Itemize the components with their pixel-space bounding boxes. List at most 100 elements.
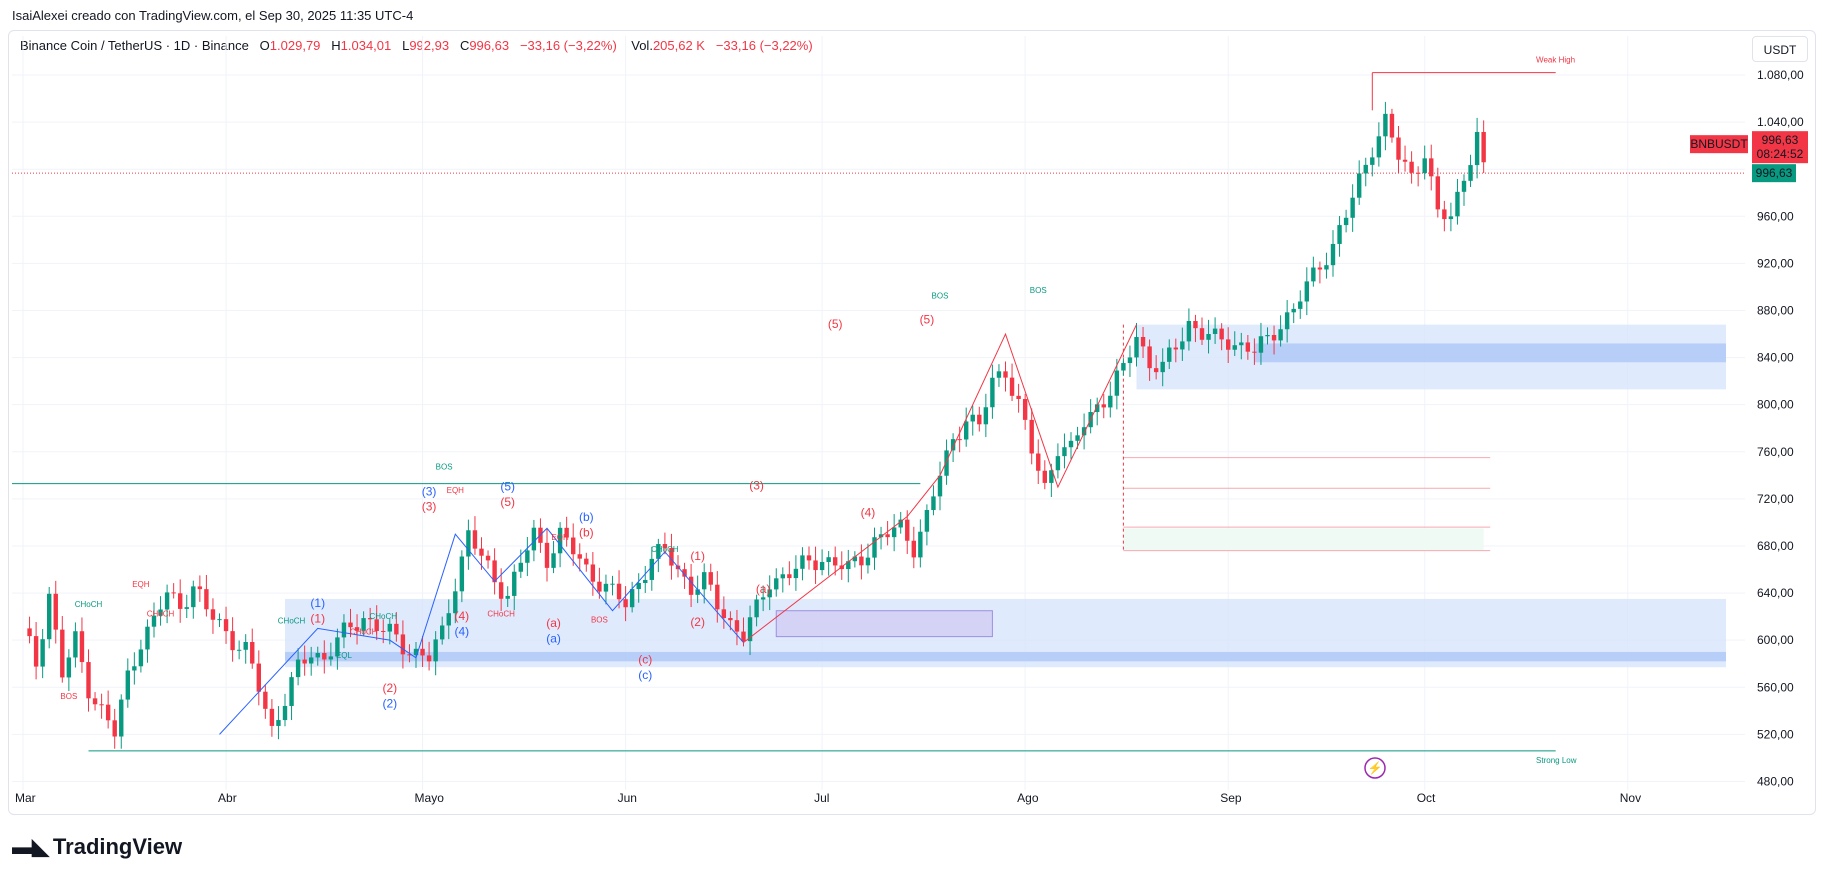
symbol-tag-text: BNBUSDT [1690,137,1748,151]
candle-body [1330,243,1336,266]
low-label: L [402,38,410,53]
candle-body [636,582,641,590]
candle-body [787,574,792,579]
wave-label-4b: (4) [861,506,876,520]
candle-body [1127,357,1133,364]
candle-body [433,639,438,662]
candle-body [66,657,72,678]
candle-body [970,414,975,422]
candle-body [1219,328,1224,340]
candle-body [309,657,314,664]
price-tag-live-text: 996,63 [1762,133,1799,147]
candle-body [708,572,713,585]
candle-body [872,537,877,558]
candle-body [1101,404,1106,408]
choch-label: CHoCH [75,600,103,609]
candle-body [407,654,412,656]
wave-label-5-red: (5) [500,495,515,509]
wave-label-1b: (1) [690,549,705,563]
candle-body [1003,371,1008,378]
candle-body [1180,341,1185,350]
candle-body [413,648,419,656]
close-value: 996,63 [469,38,510,53]
candle-body [616,583,622,600]
wave-label-2-red: (2) [382,681,397,695]
candle-body [361,618,366,631]
open-label: O [259,38,270,53]
x-tick-label: Abr [218,791,237,805]
candle-body [1147,346,1152,369]
candle-body [1009,377,1015,396]
candle-body [833,557,838,566]
candle-body [204,589,209,610]
candle-body [584,558,589,565]
candle-body [1016,395,1021,400]
candle-body [1442,209,1447,220]
chart-frame [8,30,1816,815]
candle-body [977,414,982,425]
tradingview-logo-icon: ▬◣ [12,834,49,859]
candle-body [1455,191,1460,217]
candle-body [518,562,523,572]
candle-body [531,527,537,551]
candle-body [1337,225,1342,244]
x-tick-label: Jun [618,791,637,805]
brand-logo: ▬◣ TradingView [12,834,182,860]
candle-body [420,648,425,656]
candle-body [178,593,183,609]
candle-body [1108,395,1113,408]
bos-label: BOS [1030,286,1047,295]
wave-label-5b: (5) [828,317,843,331]
candle-body [774,578,779,590]
wave-label-3-red: (3) [422,500,437,514]
candle-body [453,591,458,614]
candle-body [243,642,248,650]
candle-body [682,569,687,577]
choch-label: CHoCH [487,610,515,619]
y-tick-label: 640,00 [1757,586,1794,600]
candle-body [918,531,923,558]
wave-label-1-red: (1) [310,612,325,626]
strong-low-label: Strong Low [1536,756,1577,765]
candle-body [381,630,386,632]
candle-body [151,615,157,627]
candle-body [1350,197,1355,218]
currency-button[interactable]: USDT [1752,36,1808,62]
candle-body [996,371,1002,378]
candle-body [119,699,124,737]
x-tick-label: Nov [1620,791,1641,805]
lightning-icon[interactable] [1364,757,1386,779]
candle-body [767,589,772,598]
wave-label-2-blue: (2) [382,696,397,710]
candle-body [1291,308,1296,313]
candle-body [1081,427,1087,436]
high-value: 1.034,01 [340,38,392,53]
candle-body [1095,404,1100,413]
candle-body [1167,347,1172,362]
wave-label-a-red: (a) [546,616,561,630]
candle-body [289,677,294,706]
y-tick-label: 840,00 [1757,351,1794,365]
candle-body [1252,351,1257,353]
candle-body [315,653,320,658]
y-tick-label: 600,00 [1757,633,1794,647]
candle-body [1114,370,1120,396]
candle-body [1343,217,1349,226]
candle-body [60,629,65,678]
candle-body [1239,342,1244,346]
candle-body [210,609,216,620]
ohlc-legend: Binance Coin / TetherUS · 1D · Binance O… [20,38,813,53]
candle-body [282,705,288,721]
symbol-title[interactable]: Binance Coin / TetherUS · 1D · Binance [20,38,249,53]
candle-body [1186,320,1192,342]
candle-body [40,639,45,667]
bos-label-main: BOS [436,463,453,472]
low-value: 992,93 [409,38,450,53]
y-tick-label: 1.040,00 [1757,115,1804,129]
candle-body [1022,399,1028,420]
candle-body [132,666,137,671]
candle-body [328,656,334,660]
wave-label-1-blue: (1) [310,596,325,610]
x-tick-label: Ago [1017,791,1039,805]
